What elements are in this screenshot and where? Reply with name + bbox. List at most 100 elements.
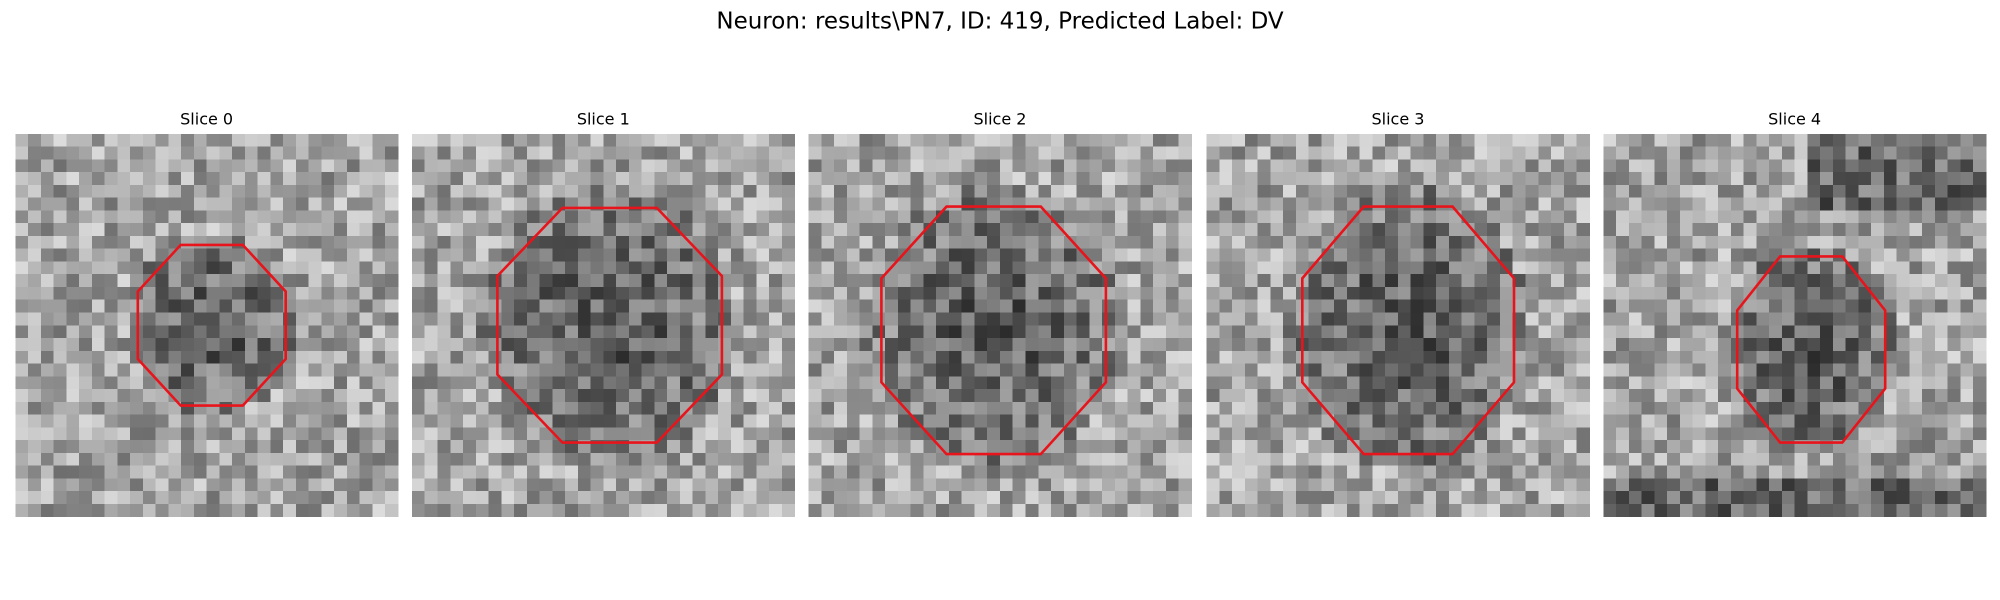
- pixel: [1512, 210, 1527, 224]
- pixel: [1219, 325, 1233, 339]
- pixel: [718, 427, 732, 441]
- pixel: [437, 427, 451, 441]
- pixel: [974, 223, 988, 237]
- pixel: [1423, 159, 1437, 173]
- pixel: [15, 223, 29, 237]
- pixel: [1487, 235, 1501, 250]
- pixel: [424, 235, 439, 250]
- pixel: [181, 159, 195, 173]
- pixel: [1871, 350, 1885, 365]
- pixel: [1140, 210, 1154, 224]
- pixel: [961, 325, 976, 339]
- pixel: [948, 172, 963, 186]
- pixel: [1321, 197, 1335, 212]
- pixel: [743, 235, 757, 250]
- pixel: [450, 146, 464, 161]
- pixel: [948, 286, 963, 301]
- pixel: [437, 133, 451, 148]
- pixel: [168, 197, 182, 212]
- pixel: [769, 363, 783, 377]
- pixel: [1576, 133, 1590, 148]
- pixel: [1114, 274, 1129, 288]
- pixel: [1551, 261, 1565, 275]
- pixel: [1487, 286, 1501, 301]
- pixel: [781, 427, 796, 441]
- pixel: [1283, 172, 1297, 186]
- pixel: [475, 389, 490, 403]
- pixel: [539, 146, 553, 161]
- pixel: [257, 312, 272, 326]
- pixel: [1499, 427, 1514, 441]
- pixel: [1063, 338, 1078, 352]
- pixel: [1718, 248, 1732, 263]
- pixel: [1499, 210, 1514, 224]
- pixel: [577, 299, 592, 314]
- pixel: [1397, 325, 1412, 339]
- pixel: [155, 376, 169, 390]
- pixel: [1219, 248, 1233, 263]
- pixel: [79, 133, 93, 148]
- pixel: [974, 363, 988, 377]
- pixel: [104, 274, 118, 288]
- pixel: [1474, 235, 1488, 250]
- pixel: [232, 210, 246, 224]
- pixel: [1616, 503, 1630, 518]
- pixel: [1820, 172, 1834, 186]
- pixel: [1219, 197, 1233, 212]
- pixel: [679, 184, 694, 199]
- pixel: [539, 376, 553, 390]
- pixel: [463, 325, 477, 339]
- pixel: [1321, 401, 1335, 416]
- pixel: [1820, 299, 1834, 314]
- pixel: [1232, 338, 1246, 352]
- pixel: [40, 452, 55, 467]
- pixel: [1820, 338, 1834, 352]
- pixel: [1140, 491, 1154, 505]
- pixel: [1616, 274, 1630, 288]
- pixel: [1308, 299, 1323, 314]
- pixel: [1410, 363, 1425, 377]
- pixel: [142, 223, 157, 237]
- pixel: [1165, 414, 1180, 428]
- pixel: [1551, 389, 1565, 403]
- pixel: [321, 159, 335, 173]
- pixel: [463, 299, 477, 314]
- pixel: [1270, 452, 1284, 467]
- pixel: [1538, 414, 1552, 428]
- pixel: [1576, 261, 1590, 275]
- pixel: [1576, 286, 1590, 301]
- pixel: [821, 376, 835, 390]
- pixel: [974, 440, 988, 454]
- pixel: [1538, 210, 1552, 224]
- pixel: [1512, 414, 1527, 428]
- pixel: [1525, 312, 1539, 326]
- pixel: [1563, 376, 1578, 390]
- pixel: [1756, 159, 1770, 173]
- pixel: [1127, 338, 1141, 352]
- pixel: [948, 184, 963, 199]
- pixel: [1947, 465, 1962, 479]
- pixel: [987, 133, 1001, 148]
- pixel: [692, 299, 706, 314]
- pixel: [1883, 235, 1898, 250]
- pixel: [834, 325, 848, 339]
- pixel: [1461, 491, 1476, 505]
- pixel: [1321, 286, 1335, 301]
- pixel: [539, 350, 553, 365]
- pixel: [437, 184, 451, 199]
- pixel: [1947, 363, 1962, 377]
- pixel: [1051, 465, 1065, 479]
- pixel: [424, 389, 439, 403]
- pixel: [539, 401, 553, 416]
- pixel: [1076, 159, 1090, 173]
- pixel: [692, 440, 706, 454]
- pixel: [999, 350, 1014, 365]
- pixel: [1025, 172, 1039, 186]
- pixel: [130, 478, 144, 492]
- pixel: [1603, 389, 1617, 403]
- pixel: [1756, 452, 1770, 467]
- pixel: [1616, 376, 1630, 390]
- pixel: [1076, 414, 1090, 428]
- pixel: [193, 210, 208, 224]
- pixel: [1730, 503, 1745, 518]
